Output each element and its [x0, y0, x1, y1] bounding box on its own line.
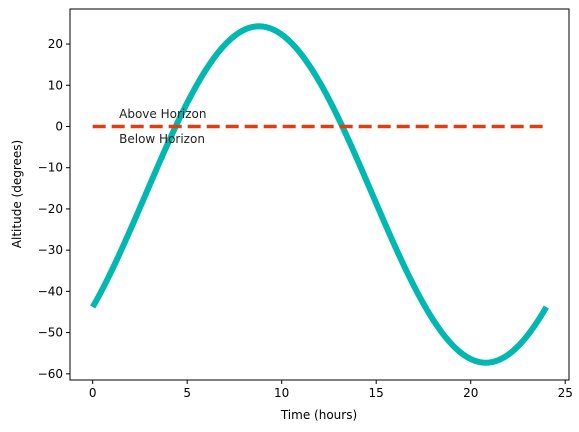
annotation-above-horizon: Above Horizon	[119, 107, 206, 121]
x-tick-label: 5	[183, 386, 191, 400]
y-tick-label: 20	[48, 37, 63, 51]
x-tick-label: 0	[89, 386, 97, 400]
y-tick-label: −10	[38, 161, 63, 175]
altitude-curve	[90, 23, 549, 366]
plot-frame	[69, 8, 570, 381]
x-axis-label: Time (hours)	[280, 408, 357, 422]
y-tick-label: −60	[38, 367, 63, 381]
y-tick-label: 10	[48, 78, 63, 92]
y-tick-label: 0	[55, 119, 63, 133]
x-axis-ticks: 0 5 10 15 20 25	[89, 380, 573, 400]
x-tick-label: 25	[558, 386, 573, 400]
plot-background	[70, 9, 569, 380]
x-tick-label: 15	[369, 386, 384, 400]
y-axis-label: Altitude (degrees)	[10, 140, 24, 248]
x-tick-label: 20	[463, 386, 478, 400]
y-tick-label: −30	[38, 243, 63, 257]
annotation-group: Above Horizon Below Horizon	[119, 107, 206, 146]
x-tick-label: 10	[274, 386, 289, 400]
y-tick-label: −40	[38, 284, 63, 298]
series-group	[90, 23, 549, 366]
y-axis-ticks: −60 −50 −40 −30 −20 −10 0 10 20	[38, 37, 70, 381]
y-tick-label: −20	[38, 202, 63, 216]
y-tick-label: −50	[38, 326, 63, 340]
annotation-below-horizon: Below Horizon	[119, 132, 205, 146]
